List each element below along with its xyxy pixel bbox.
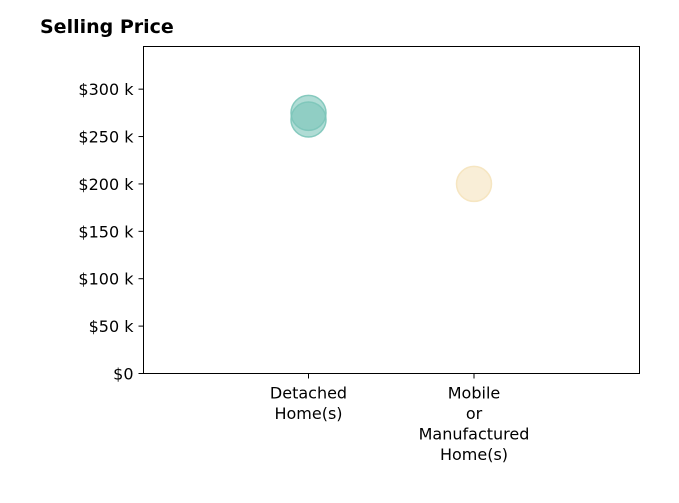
data-point — [290, 101, 327, 138]
x-tick-label-line: Manufactured — [419, 425, 530, 444]
x-tick-label-line: Detached — [270, 384, 347, 403]
y-tick-label: $200 k — [78, 175, 134, 194]
y-tick-label: $0 — [113, 365, 133, 384]
y-tick-label: $300 k — [78, 80, 134, 99]
y-axis: $0 $50 k $100 k $150 k $200 k $250 k $300 k — [78, 80, 144, 384]
x-tick-label-line: or — [466, 404, 483, 423]
x-tick-label-line: Mobile — [448, 384, 500, 403]
y-tick-label: $50 k — [89, 317, 135, 336]
x-tick-label: Mobile or Manufactured Home(s) — [419, 384, 530, 465]
y-tick-label: $150 k — [78, 222, 134, 241]
chart-marks — [290, 94, 493, 203]
y-tick-label: $100 k — [78, 270, 134, 289]
x-axis: Detached Home(s)Mobile or Manufactured Home(… — [270, 373, 530, 465]
data-point — [455, 165, 493, 203]
x-tick-label-line: Home(s) — [274, 404, 342, 423]
x-tick-label-line: Home(s) — [440, 445, 508, 464]
y-tick-label: $250 k — [78, 128, 134, 147]
x-tick-label: Detached Home(s) — [270, 384, 347, 424]
plot-frame — [143, 46, 640, 374]
chart-title: Selling Price — [40, 16, 174, 38]
